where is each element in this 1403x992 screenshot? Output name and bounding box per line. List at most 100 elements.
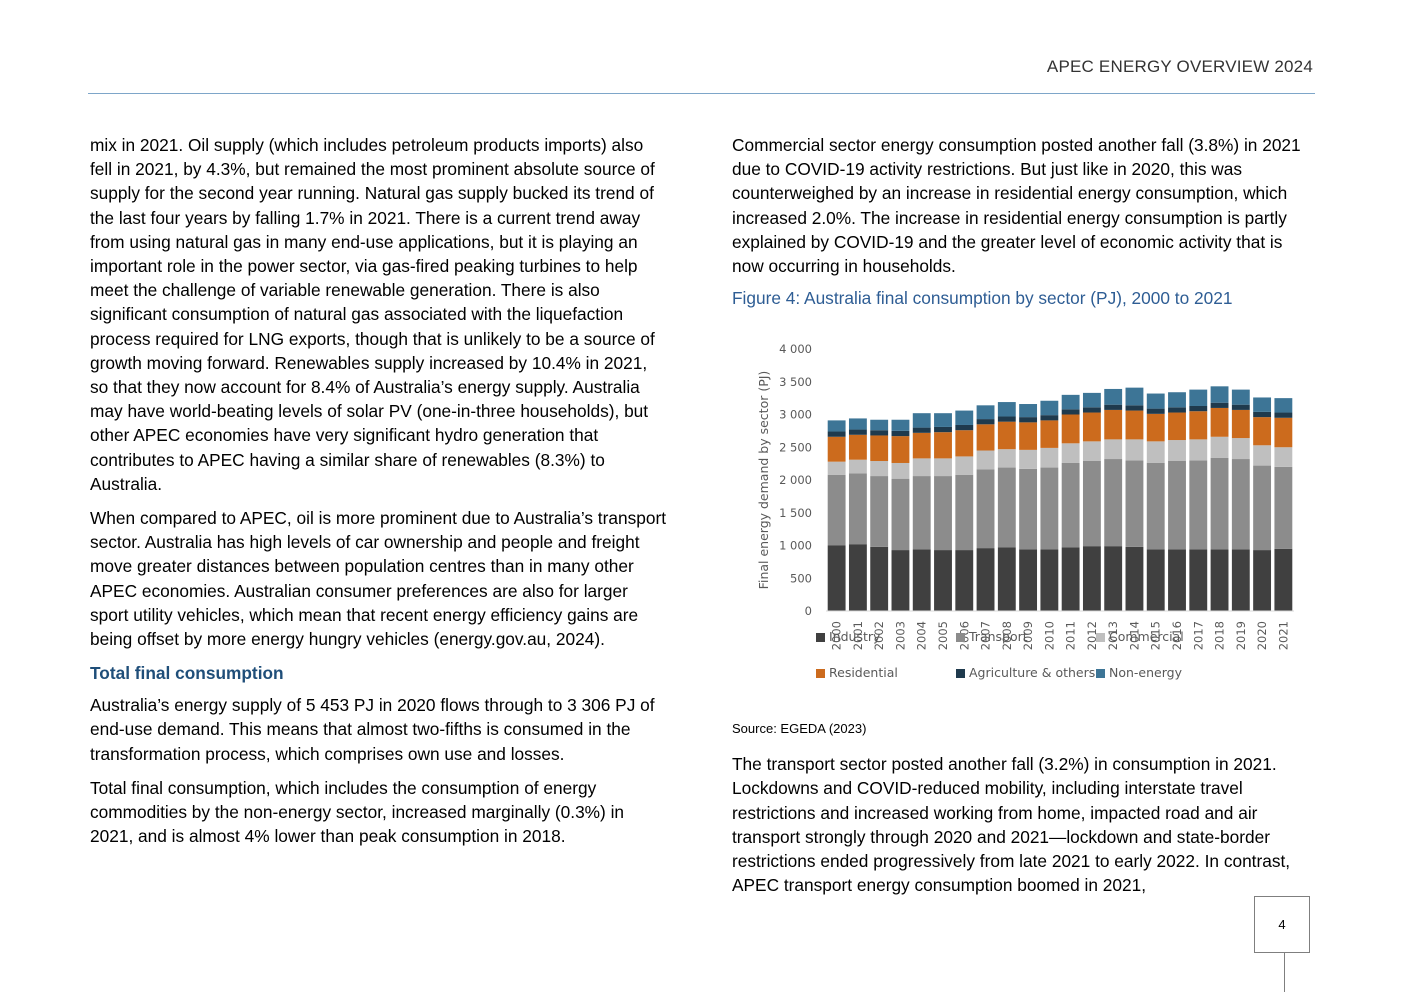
bar-segment-transport: [1040, 467, 1059, 550]
x-tick-label: 2010: [1042, 621, 1056, 650]
bar-segment-commercial: [976, 450, 995, 470]
bar-segment-industry: [1019, 549, 1038, 612]
bar-segment-non-energy: [912, 413, 931, 428]
bar-segment-commercial: [1019, 450, 1038, 470]
bar-segment-commercial: [955, 456, 974, 475]
body-paragraph: Commercial sector energy consumption pos…: [732, 135, 1301, 277]
bar-segment-transport: [976, 469, 995, 549]
y-tick-label: 2 000: [779, 473, 812, 487]
bar-segment-commercial: [934, 458, 952, 477]
bar-segment-non-energy: [1082, 393, 1101, 408]
x-tick-label: 2001: [851, 621, 865, 650]
bar-segment-agriculture-others: [1040, 415, 1059, 421]
legend-swatch: [816, 669, 825, 679]
legend-label: Transport: [969, 629, 1028, 645]
bar-segment-transport: [1146, 463, 1165, 550]
bar-segment-residential: [1061, 414, 1080, 444]
bar-segment-commercial: [1189, 439, 1208, 461]
bar-segment-commercial: [1061, 443, 1080, 464]
bar-segment-agriculture-others: [997, 416, 1016, 422]
bar-segment-industry: [1189, 549, 1208, 612]
chart-canvas: Final energy demand by sector (PJ) 0 500 1 …: [756, 342, 1294, 651]
bar-segment-transport: [1082, 461, 1101, 547]
figure-title: Figure 4: Australia final consumption by…: [732, 288, 1233, 309]
bar-segment-commercial: [1253, 445, 1272, 466]
bar-segment-transport: [1061, 463, 1080, 548]
bar-segment-agriculture-others: [1125, 405, 1144, 411]
bar-segment-residential: [1104, 410, 1123, 440]
bar-segment-non-energy: [997, 402, 1016, 417]
bar-segment-agriculture-others: [891, 431, 910, 437]
chart-legend: Industry Transport Commercial Residential Ag…: [816, 625, 1196, 685]
y-tick-label: 1 000: [779, 539, 812, 553]
bar-segment-non-energy: [1146, 393, 1165, 409]
bar-segment-industry: [1168, 549, 1186, 612]
bar-segment-agriculture-others: [1061, 409, 1080, 415]
bar-segment-transport: [997, 467, 1016, 548]
bar-segment-non-energy: [1189, 389, 1208, 407]
bar-segment-non-energy: [1019, 404, 1038, 418]
bar-segment-residential: [1125, 410, 1144, 440]
bar-segment-residential: [912, 433, 931, 459]
bar-segment-non-energy: [976, 405, 995, 420]
y-axis-label: Final energy demand by sector (PJ): [756, 371, 771, 590]
x-tick-label: 2009: [1021, 621, 1035, 650]
x-tick-label: 2012: [1085, 621, 1099, 650]
bar-segment-commercial: [870, 461, 889, 477]
bar-segment-agriculture-others: [976, 419, 995, 425]
bar-segment-non-energy: [934, 413, 952, 428]
legend-item: Non-energy: [1096, 661, 1196, 685]
x-tick-label: 2013: [1106, 621, 1120, 650]
bar-segment-industry: [1104, 546, 1123, 612]
body-paragraph: When compared to APEC, oil is more promi…: [90, 508, 667, 650]
y-tick-label: 3 000: [779, 408, 812, 422]
bar-segment-commercial: [1210, 436, 1229, 458]
bar-segment-non-energy: [1104, 389, 1123, 405]
bar-segment-commercial: [1104, 439, 1123, 460]
y-tick-label: 1 500: [779, 506, 812, 520]
bar-segment-residential: [1019, 422, 1038, 451]
bar-segment-non-energy: [827, 420, 846, 432]
bar-segment-transport: [1168, 461, 1186, 550]
x-tick-label: 2002: [872, 621, 886, 650]
y-tick-label: 2 500: [779, 440, 812, 454]
legend-label: Residential: [829, 665, 898, 681]
x-tick-label: 2021: [1276, 621, 1290, 650]
legend-item: Commercial: [1096, 625, 1196, 649]
y-tick-label: 3 500: [779, 375, 812, 389]
bar-segment-industry: [1231, 549, 1250, 612]
x-tick-label: 2008: [1000, 621, 1014, 650]
bar-segment-transport: [1274, 467, 1293, 549]
bar-segment-commercial: [912, 458, 931, 477]
bar-segment-industry: [997, 547, 1016, 612]
bar-segment-transport: [1019, 469, 1038, 550]
x-tick-label: 2018: [1213, 621, 1227, 650]
bar-segment-agriculture-others: [955, 425, 974, 431]
bar-segment-non-energy: [1274, 398, 1293, 413]
bar-segment-residential: [1210, 408, 1229, 437]
bar-segment-residential: [1146, 414, 1165, 442]
right-column: Commercial sector energy consumption pos…: [732, 133, 1317, 907]
x-tick-label: 2005: [936, 621, 950, 650]
bar-segment-commercial: [848, 459, 867, 474]
bar-segment-agriculture-others: [1189, 406, 1208, 412]
legend-swatch: [956, 669, 965, 679]
bar-segment-industry: [934, 550, 952, 612]
legend-label: Industry: [829, 629, 881, 645]
bar-segment-transport: [1231, 459, 1250, 550]
bar-segment-agriculture-others: [1146, 408, 1165, 415]
x-tick-label: 2004: [915, 621, 929, 650]
bar-segment-transport: [1253, 465, 1272, 551]
bar-segment-transport: [1125, 460, 1144, 548]
y-tick-label: 4 000: [779, 342, 812, 356]
x-tick-label: 2003: [893, 621, 907, 650]
body-paragraph: The transport sector posted another fall…: [732, 754, 1291, 896]
bar-segment-industry: [1210, 549, 1229, 612]
legend-item: Industry: [816, 625, 956, 649]
bar-segment-transport: [827, 474, 846, 546]
bar-segment-commercial: [1168, 440, 1186, 462]
bar-segment-non-energy: [891, 419, 910, 432]
bar-segment-industry: [976, 548, 995, 612]
bar-segment-commercial: [1146, 441, 1165, 464]
legend-label: Non-energy: [1109, 665, 1182, 681]
